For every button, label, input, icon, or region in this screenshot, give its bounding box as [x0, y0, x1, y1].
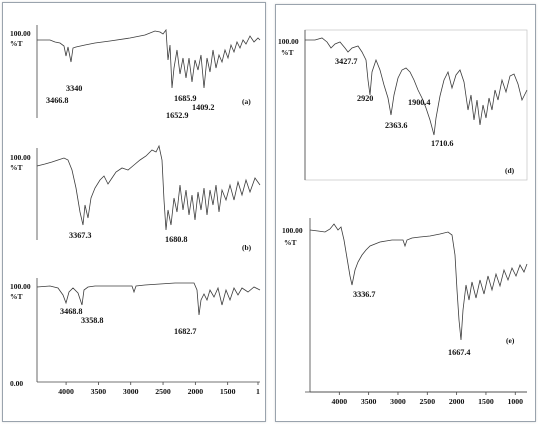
panel-c-x-tick-label: 1500	[220, 387, 236, 396]
panel-e-peak-label: 1667.4	[448, 348, 471, 357]
panel-c-x-tick-label: 2000	[188, 387, 204, 396]
panel-c-y-bottom-label: 0.00	[10, 379, 23, 388]
panel-b-peak-label: 1680.8	[165, 235, 188, 244]
panel-e-x-tick-label: 3000	[390, 397, 406, 406]
panel-d-peak-label: 2363.6	[385, 121, 408, 130]
right-figure-frame	[275, 4, 536, 422]
panel-e-spectrum-line	[309, 223, 528, 341]
panel-e-x-tick-label: 3500	[361, 397, 377, 406]
panel-a-spectrum-line	[37, 28, 261, 89]
panel-e-y-axis-label: %T	[284, 238, 297, 247]
panel-c-y-top-label: 100.00	[10, 282, 31, 291]
panel-b-y-top-label: 100.00	[10, 153, 31, 162]
panel-c-peak-label: 3358.8	[81, 316, 104, 325]
panel-d-peak-label: 1710.6	[431, 139, 454, 148]
panel-e-x-tick-label: 4000	[332, 397, 348, 406]
panel-c-x-tick-label: 2500	[155, 387, 171, 396]
panel-e-panel-label: (e)	[506, 336, 515, 345]
panel-d-panel-label: (d)	[505, 166, 515, 175]
panel-d-peak-label: 2920	[357, 94, 373, 103]
panel-a-peak-label: 3466.8	[46, 96, 69, 105]
panel-c-peak-label: 3468.8	[60, 307, 83, 316]
panel-a-y-axis-label: %T	[10, 39, 23, 48]
panel-c-x-tick-label: 1	[256, 387, 260, 396]
panel-d-peak-label: 3427.7	[335, 57, 358, 66]
panel-d-spectrum-line	[305, 37, 528, 136]
panel-a-peak-label: 1409.2	[192, 103, 215, 112]
panel-e-x-tick-label: 2000	[449, 397, 465, 406]
panel-c-x-tick-label: 4000	[58, 387, 74, 396]
panel-d-peak-label: 1900.4	[408, 98, 431, 107]
panel-e-x-tick-label: 1500	[478, 397, 494, 406]
panel-d-y-top-label: 100.00	[278, 37, 299, 46]
panel-a-y-top-label: 100.00	[10, 29, 31, 38]
left-figure-frame	[2, 2, 266, 422]
panel-a-peak-label: 1685.9	[174, 94, 197, 103]
panel-e-peak-label: 3336.7	[353, 290, 376, 299]
panel-c-x-tick-label: 3500	[91, 387, 107, 396]
panel-b-peak-label: 3367.3	[69, 231, 92, 240]
panel-c-peak-label: 1682.7	[174, 327, 197, 336]
panel-e-y-top-label: 100.00	[282, 226, 303, 235]
panel-c-x-tick-label: 3000	[123, 387, 139, 396]
panel-a-peak-label: 3340	[66, 84, 82, 93]
panel-e-x-tick-label: 2500	[420, 397, 436, 406]
panel-a-peak-label: 1652.9	[166, 111, 189, 120]
panel-c-y-axis-label: %T	[10, 292, 23, 301]
panel-b-spectrum-line	[36, 144, 261, 231]
panel-a-panel-label: (a)	[242, 97, 251, 106]
panel-e-x-tick-label: 1000	[507, 397, 523, 406]
panel-c-spectrum-line	[36, 282, 261, 316]
panel-b-y-axis-label: %T	[10, 163, 23, 172]
panel-b-panel-label: (b)	[242, 243, 252, 252]
panel-d-y-axis-label: %T	[281, 48, 294, 57]
